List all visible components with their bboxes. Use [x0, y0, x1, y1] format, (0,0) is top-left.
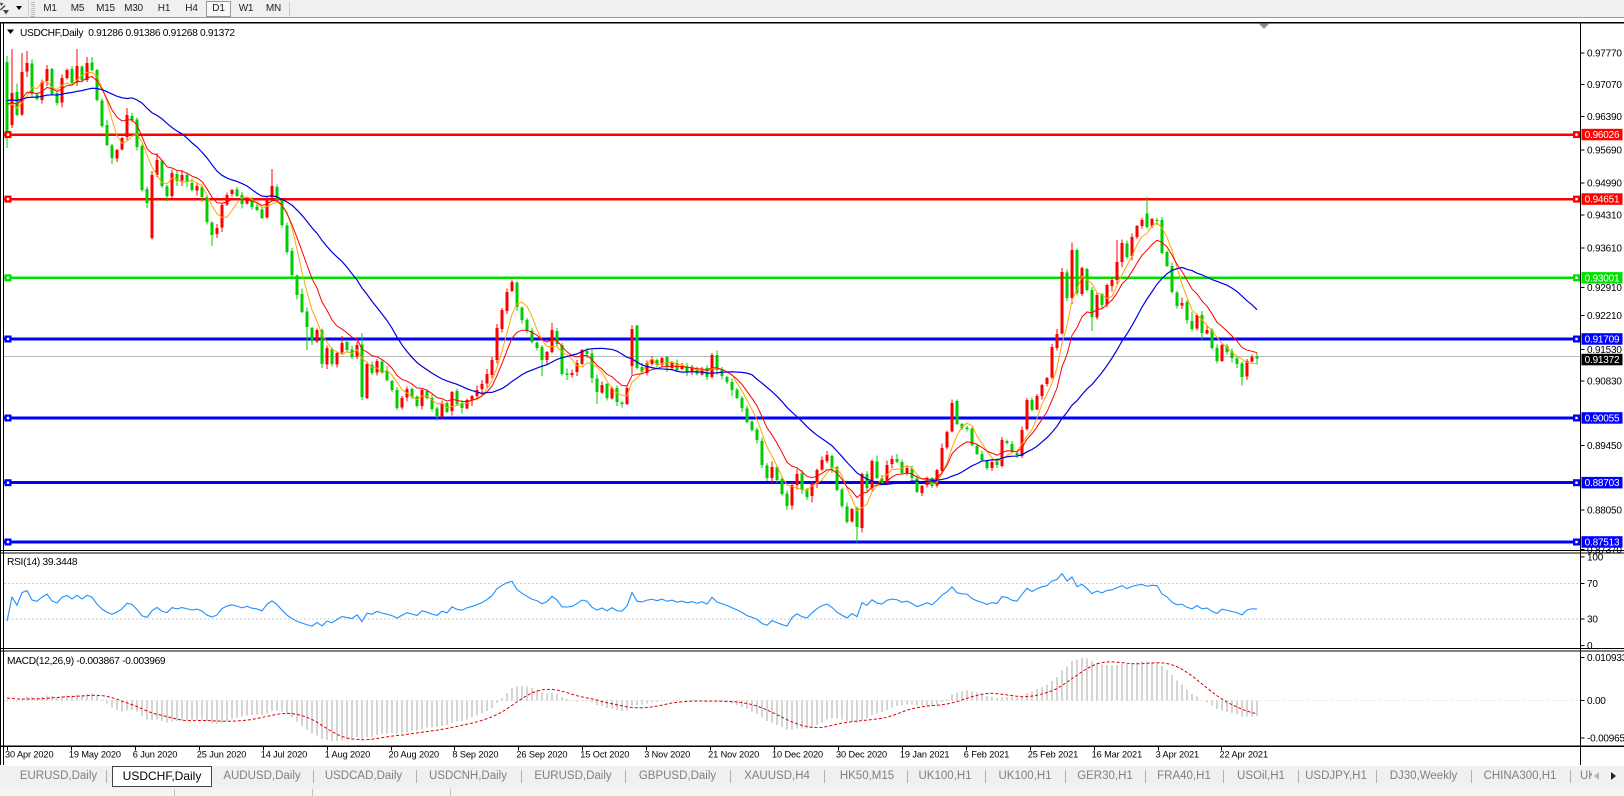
svg-text:3 Nov 2020: 3 Nov 2020	[644, 750, 690, 760]
svg-text:30 Dec 2020: 30 Dec 2020	[836, 750, 887, 760]
svg-text:0.92910: 0.92910	[1587, 283, 1622, 294]
svg-text:0.91530: 0.91530	[1587, 345, 1622, 356]
svg-text:0.90055: 0.90055	[1585, 414, 1620, 425]
svg-text:0.87370: 0.87370	[1587, 545, 1622, 556]
svg-text:0.87513: 0.87513	[1585, 538, 1620, 549]
svg-text:0.91372: 0.91372	[1585, 355, 1620, 366]
svg-text:21 Nov 2020: 21 Nov 2020	[708, 750, 759, 760]
svg-text:26 Sep 2020: 26 Sep 2020	[516, 750, 567, 760]
svg-text:0.90830: 0.90830	[1587, 377, 1622, 388]
svg-text:16 Mar 2021: 16 Mar 2021	[1092, 750, 1143, 760]
svg-text:0.96026: 0.96026	[1585, 130, 1620, 141]
svg-text:0.97770: 0.97770	[1587, 49, 1622, 60]
svg-text:0.91709: 0.91709	[1585, 335, 1620, 346]
svg-text:100: 100	[1587, 552, 1604, 563]
svg-text:0.88703: 0.88703	[1585, 478, 1620, 489]
svg-text:30: 30	[1587, 615, 1598, 626]
svg-text:0.92210: 0.92210	[1587, 311, 1622, 322]
svg-text:MACD(12,26,9) -0.003867 -0.003: MACD(12,26,9) -0.003867 -0.003969	[7, 656, 166, 667]
svg-text:1 Aug 2020: 1 Aug 2020	[325, 750, 371, 760]
svg-text:22 Apr 2021: 22 Apr 2021	[1220, 750, 1268, 760]
svg-text:0.94990: 0.94990	[1587, 179, 1622, 190]
svg-text:8 Sep 2020: 8 Sep 2020	[452, 750, 498, 760]
svg-text:25 Jun 2020: 25 Jun 2020	[197, 750, 246, 760]
svg-text:0.94651: 0.94651	[1585, 195, 1620, 206]
svg-text:10 Dec 2020: 10 Dec 2020	[772, 750, 823, 760]
svg-text:15 Oct 2020: 15 Oct 2020	[580, 750, 629, 760]
svg-text:0.95690: 0.95690	[1587, 146, 1622, 157]
svg-text:0.88050: 0.88050	[1587, 506, 1622, 517]
svg-text:0.89450: 0.89450	[1587, 441, 1622, 452]
svg-text:3 Apr 2021: 3 Apr 2021	[1156, 750, 1199, 760]
svg-text:0.97070: 0.97070	[1587, 80, 1622, 91]
svg-text:USDCHF,Daily 0.91286 0.91386: USDCHF,Daily 0.91286 0.91386 0.91268 0.9…	[20, 28, 235, 39]
svg-text:0.010933: 0.010933	[1587, 653, 1624, 664]
svg-text:70: 70	[1587, 579, 1598, 590]
svg-text:19 May 2020: 19 May 2020	[69, 750, 121, 760]
svg-text:0.93001: 0.93001	[1585, 273, 1620, 284]
svg-text:6 Feb 2021: 6 Feb 2021	[964, 750, 1010, 760]
svg-text:20 Aug 2020: 20 Aug 2020	[389, 750, 440, 760]
svg-text:RSI(14) 39.3448: RSI(14) 39.3448	[7, 557, 78, 568]
svg-text:14 Jul 2020: 14 Jul 2020	[261, 750, 307, 760]
svg-text:0.96390: 0.96390	[1587, 112, 1622, 123]
svg-text:6 Jun 2020: 6 Jun 2020	[133, 750, 177, 760]
svg-text:0.94310: 0.94310	[1587, 211, 1622, 222]
svg-text:0.93610: 0.93610	[1587, 244, 1622, 255]
svg-text:0: 0	[1587, 641, 1593, 652]
svg-text:30 Apr 2020: 30 Apr 2020	[5, 750, 53, 760]
svg-text:0.00: 0.00	[1587, 696, 1606, 707]
svg-text:25 Feb 2021: 25 Feb 2021	[1028, 750, 1079, 760]
svg-text:19 Jan 2021: 19 Jan 2021	[900, 750, 949, 760]
